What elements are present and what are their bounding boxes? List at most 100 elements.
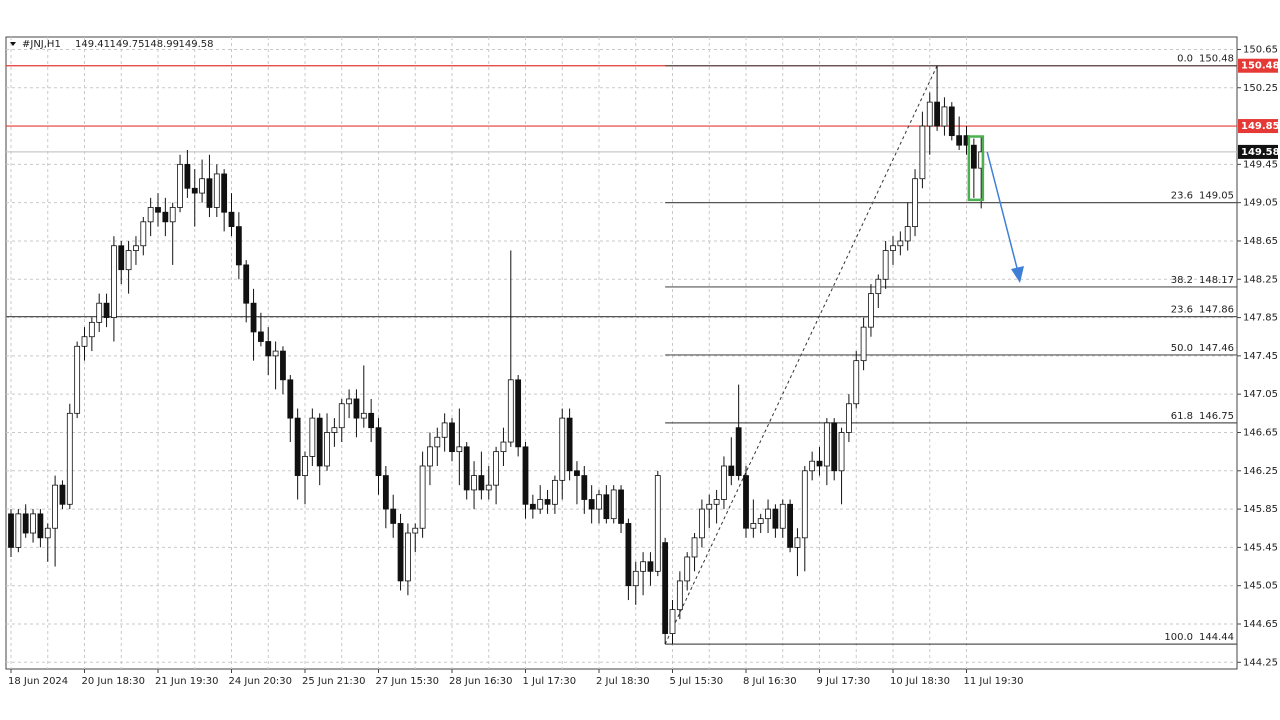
candle-body	[162, 211, 169, 223]
candle-body	[941, 106, 948, 127]
candle-body	[544, 499, 551, 505]
candle-body	[838, 432, 845, 472]
candle-body	[765, 508, 771, 520]
candle-body	[44, 527, 51, 539]
header-value: 149.75	[110, 39, 145, 50]
y-tick-label: 146.25	[1243, 466, 1278, 477]
x-tick-label: 11 Jul 19:30	[964, 676, 1024, 687]
price-box-label: 149.85	[1241, 121, 1280, 132]
header-value: 149.58	[179, 39, 214, 50]
candle-body	[74, 345, 81, 414]
x-tick-label: 18 Jun 2024	[8, 676, 68, 687]
candle-body	[177, 163, 183, 208]
candle-body	[96, 302, 103, 323]
plot: 23.6 147.86 0.0 150.48 23.6 149.05 38.2 148.17 5…	[6, 54, 1237, 645]
candle-body	[228, 211, 235, 227]
candle-body	[390, 508, 397, 524]
candle-body	[897, 240, 904, 247]
candle-body	[912, 178, 918, 227]
x-tick-label: 24 Jun 20:30	[229, 676, 293, 687]
candle-body	[654, 475, 661, 572]
candle-body	[118, 245, 125, 271]
candle-body	[868, 293, 874, 328]
candle-body	[404, 532, 411, 582]
menu-arrow	[10, 42, 16, 46]
fibo-price: 149.05	[1199, 191, 1234, 202]
candle-body	[250, 302, 257, 333]
x-tick-label: 20 Jun 18:30	[82, 676, 146, 687]
candle-body	[956, 135, 963, 146]
candle-body	[574, 470, 580, 476]
candle-body	[794, 537, 801, 548]
candle-body	[721, 465, 727, 500]
y-tick-label: 146.65	[1243, 427, 1278, 438]
candle-body	[559, 417, 566, 481]
candle-body	[640, 561, 646, 572]
header: #JNJ,H1 149.41 149.75 148.99 149.58	[10, 39, 214, 50]
candle-body	[691, 537, 698, 558]
price-box-label: 150.48	[1241, 61, 1280, 72]
candle-body	[22, 513, 29, 534]
y-tick-label: 145.45	[1243, 542, 1278, 553]
candle-body	[772, 508, 779, 529]
candle-body	[507, 379, 514, 443]
y-tick-label: 150.25	[1243, 83, 1278, 94]
y-tick-label: 148.65	[1243, 236, 1278, 247]
candle-body	[434, 436, 441, 448]
candle-body	[66, 412, 73, 505]
candle-body	[133, 245, 139, 251]
y-tick-label: 149.05	[1243, 198, 1278, 209]
candle-body	[970, 144, 977, 169]
candle-body	[221, 173, 228, 213]
candle-body	[368, 412, 375, 429]
candle-body	[515, 379, 522, 448]
candle-body	[140, 221, 147, 247]
x-tick-label: 8 Jul 16:30	[743, 676, 797, 687]
candle-body	[882, 250, 889, 280]
x-tick-label: 1 Jul 17:30	[523, 676, 577, 687]
candle-body	[338, 403, 345, 429]
candle-body	[8, 513, 14, 548]
candle-body	[699, 508, 705, 539]
fibo-ratio: 100.0	[1164, 632, 1193, 643]
fibo-ratio: 50.0	[1171, 343, 1193, 354]
candle-body	[875, 278, 882, 295]
candle-body	[809, 460, 816, 472]
candle-body	[904, 226, 911, 242]
y-tick-label: 147.05	[1243, 389, 1278, 400]
candle-body	[30, 513, 36, 534]
candle-body	[588, 499, 595, 510]
candle-body	[103, 302, 110, 318]
candle-body	[801, 470, 808, 539]
axis: 150.65 150.25 149.45 149.05 148.65 148.25 147.…	[8, 44, 1280, 687]
price-box	[1238, 119, 1278, 134]
candle-body	[860, 326, 867, 362]
header-value: 149.41	[75, 39, 110, 50]
candle-body	[743, 475, 749, 529]
candle-body	[316, 417, 323, 467]
candle-body	[37, 513, 44, 539]
fibo-price: 147.46	[1199, 343, 1234, 354]
candle-body	[441, 422, 448, 438]
candle-body	[81, 336, 88, 347]
candle-body	[890, 245, 896, 251]
candle-body	[309, 417, 316, 457]
candle-body	[52, 484, 58, 529]
x-tick-label: 25 Jun 21:30	[302, 676, 366, 687]
price-box-label: 149.58	[1241, 147, 1280, 158]
candle-body	[206, 178, 213, 208]
candle-body	[632, 570, 639, 587]
y-tick-label: 150.65	[1243, 44, 1278, 55]
x-tick-label: 10 Jul 18:30	[890, 676, 950, 687]
candle-body	[199, 178, 206, 194]
candle-body	[485, 484, 492, 491]
candle-body	[111, 245, 117, 318]
candle-body	[382, 475, 389, 510]
y-tick-label: 145.85	[1243, 504, 1278, 515]
candle-body	[662, 542, 669, 634]
candle-body	[596, 494, 602, 510]
y-tick-label: 147.85	[1243, 313, 1278, 324]
fibo-price: 150.48	[1199, 54, 1234, 65]
candle-body	[169, 207, 176, 223]
